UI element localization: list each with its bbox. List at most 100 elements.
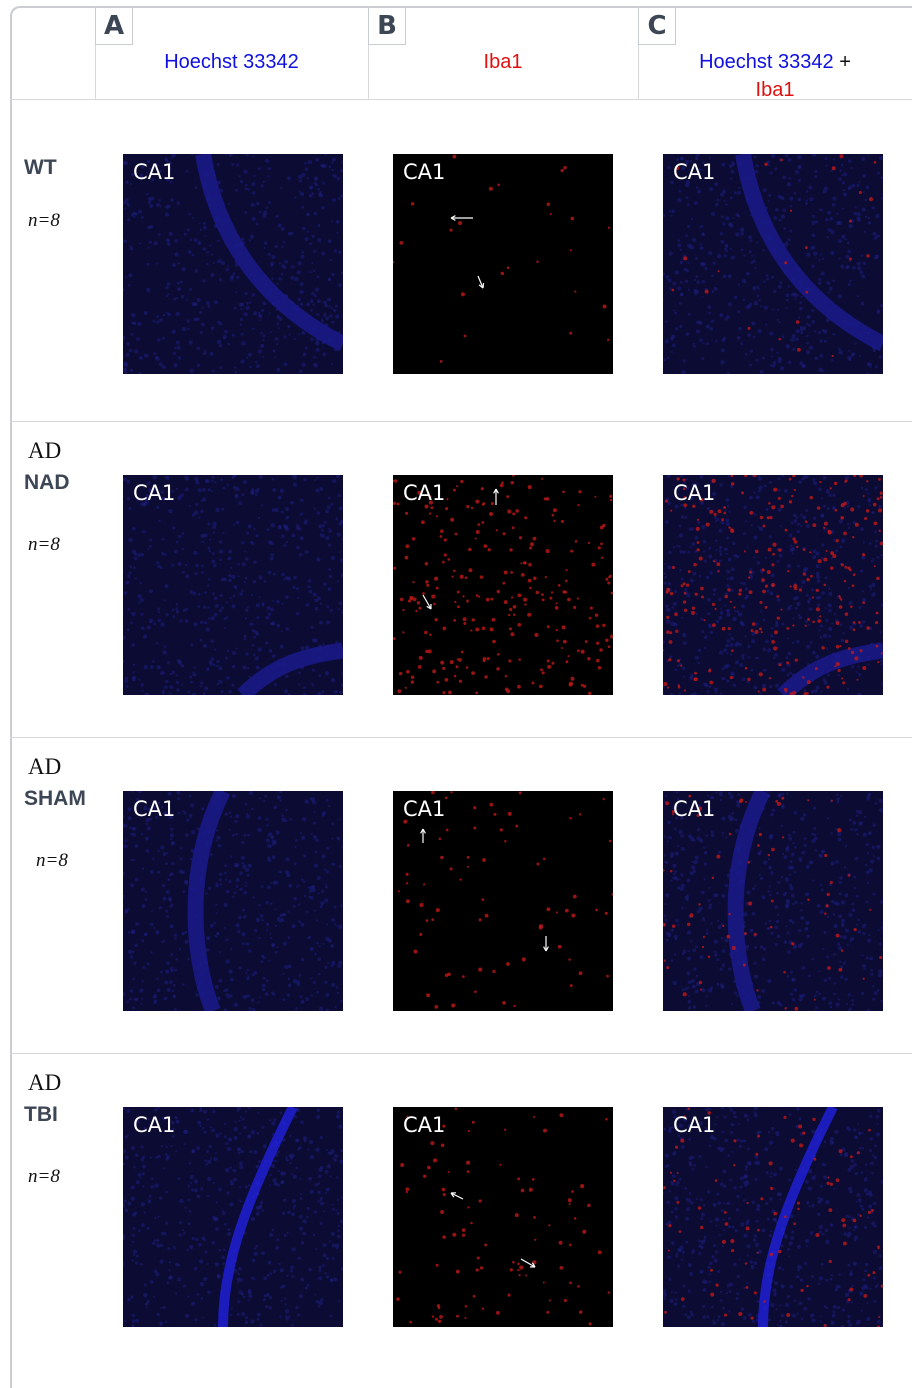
texture <box>876 1115 879 1118</box>
texture <box>271 1121 275 1125</box>
texture <box>878 973 882 977</box>
texture <box>132 1234 135 1237</box>
texture <box>323 352 327 356</box>
texture <box>242 1293 244 1295</box>
texture <box>145 898 148 901</box>
texture <box>130 247 133 250</box>
texture <box>303 880 306 883</box>
texture <box>247 188 250 191</box>
texture <box>534 633 538 637</box>
texture <box>718 1201 721 1204</box>
texture <box>719 650 723 654</box>
texture <box>792 842 794 844</box>
texture <box>690 527 693 530</box>
texture <box>692 505 695 508</box>
texture <box>562 590 566 594</box>
texture <box>517 1263 520 1266</box>
texture <box>796 640 799 643</box>
texture <box>834 1130 838 1134</box>
texture <box>244 803 247 806</box>
texture <box>585 640 588 643</box>
texture <box>677 659 680 662</box>
texture <box>786 241 788 243</box>
texture <box>771 505 775 509</box>
texture <box>123 872 125 875</box>
texture <box>340 169 343 172</box>
texture <box>310 299 314 303</box>
texture <box>308 160 312 164</box>
texture <box>331 822 334 825</box>
texture <box>687 262 689 264</box>
texture <box>757 1135 760 1138</box>
texture <box>214 1157 218 1161</box>
texture <box>176 674 178 676</box>
texture <box>185 488 189 492</box>
texture <box>704 862 707 865</box>
texture <box>323 301 327 305</box>
texture <box>666 619 670 623</box>
texture <box>298 884 300 886</box>
texture <box>270 331 272 333</box>
texture <box>802 364 806 368</box>
texture <box>220 594 223 597</box>
texture <box>280 187 282 189</box>
texture <box>725 244 729 248</box>
texture <box>787 182 791 186</box>
texture <box>701 1246 704 1249</box>
texture <box>251 808 253 810</box>
texture <box>184 881 188 885</box>
texture <box>295 846 297 848</box>
texture <box>251 998 255 1002</box>
texture <box>835 1288 838 1291</box>
texture <box>132 978 134 980</box>
texture <box>168 897 172 901</box>
texture <box>728 1225 731 1228</box>
texture <box>707 598 711 602</box>
texture <box>159 1321 163 1325</box>
texture <box>866 1317 870 1321</box>
texture <box>696 1198 698 1200</box>
texture <box>764 484 767 487</box>
texture <box>722 1307 725 1310</box>
texture <box>501 482 503 484</box>
texture <box>850 1270 852 1272</box>
texture <box>834 1188 836 1190</box>
texture <box>132 1241 134 1243</box>
texture <box>156 561 159 564</box>
texture <box>821 557 824 560</box>
texture <box>840 1153 843 1156</box>
texture <box>278 496 282 500</box>
texture <box>878 505 881 508</box>
texture <box>784 1215 787 1218</box>
texture <box>284 335 287 338</box>
texture <box>761 578 765 582</box>
texture <box>874 1156 877 1159</box>
texture <box>274 1270 277 1273</box>
texture <box>171 904 173 906</box>
texture <box>142 530 145 533</box>
texture <box>311 292 315 296</box>
texture <box>285 595 289 599</box>
texture <box>825 619 828 622</box>
texture <box>213 1182 215 1184</box>
texture <box>159 906 162 909</box>
texture <box>316 991 319 994</box>
texture <box>865 901 868 904</box>
texture <box>259 211 262 214</box>
texture <box>140 598 144 602</box>
texture <box>189 1245 193 1249</box>
texture <box>724 1139 728 1143</box>
texture <box>243 891 247 895</box>
texture <box>681 907 683 909</box>
texture <box>219 540 222 543</box>
texture <box>864 1226 867 1229</box>
texture <box>836 801 839 804</box>
texture <box>692 343 694 345</box>
texture <box>561 520 564 523</box>
texture <box>759 299 761 301</box>
texture <box>844 238 846 240</box>
texture <box>791 1138 795 1142</box>
texture <box>299 191 301 193</box>
texture <box>768 194 771 197</box>
texture <box>197 346 201 350</box>
